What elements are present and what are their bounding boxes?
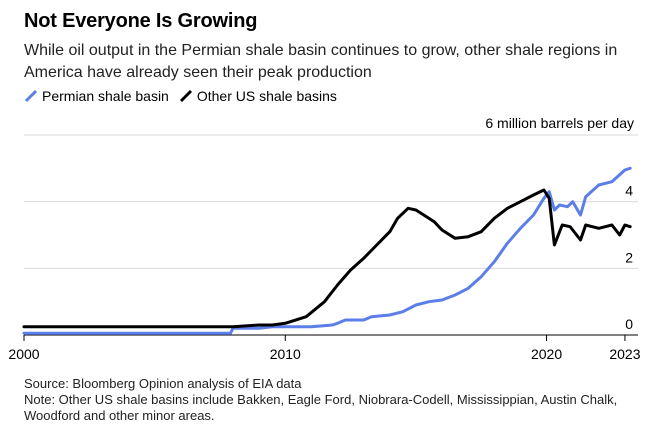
series-line-permian	[22, 166, 632, 335]
x-tick-label: 2020	[531, 346, 562, 362]
series-line-other	[22, 188, 632, 329]
legend-item-permian: Permian shale basin	[24, 88, 169, 104]
x-tick-label: 2000	[8, 346, 39, 362]
footnote: Source: Bloomberg Opinion analysis of EI…	[24, 376, 644, 424]
legend: Permian shale basin Other US shale basin…	[24, 88, 347, 104]
legend-item-other: Other US shale basins	[179, 88, 337, 104]
methodology-note: Note: Other US shale basins include Bakk…	[24, 392, 618, 423]
x-tick-label: 2023	[609, 346, 640, 362]
legend-label-other: Other US shale basins	[196, 88, 337, 104]
y-axis-unit-label: 6 million barrels per day	[485, 115, 634, 131]
y-tick-label: 0	[625, 316, 633, 332]
chart-title: Not Everyone Is Growing	[24, 10, 258, 32]
source-note: Source: Bloomberg Opinion analysis of EI…	[24, 376, 302, 391]
y-tick-label: 2	[625, 249, 633, 265]
legend-swatch-permian	[24, 89, 38, 103]
legend-swatch-other	[179, 89, 192, 103]
legend-label-permian: Permian shale basin	[42, 88, 169, 104]
chart-subtitle: While oil output in the Permian shale ba…	[24, 42, 618, 81]
y-tick-label: 4	[625, 183, 633, 199]
x-tick-label: 2010	[270, 346, 301, 362]
